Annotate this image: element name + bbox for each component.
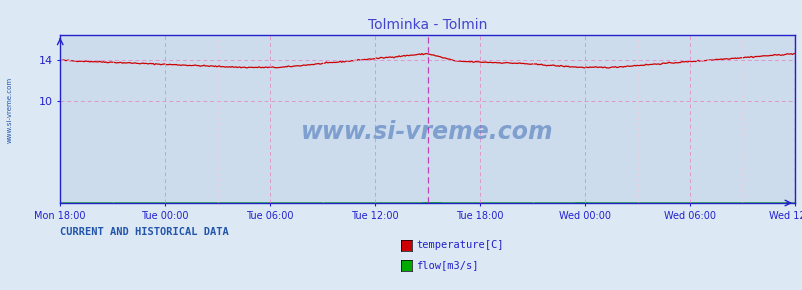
Text: www.si-vreme.com: www.si-vreme.com [301,120,553,144]
Text: CURRENT AND HISTORICAL DATA: CURRENT AND HISTORICAL DATA [60,227,229,237]
Title: Tolminka - Tolmin: Tolminka - Tolmin [367,18,487,32]
Text: temperature[C]: temperature[C] [415,240,503,250]
Text: flow[m3/s]: flow[m3/s] [415,260,478,270]
Text: www.si-vreme.com: www.si-vreme.com [6,77,12,143]
